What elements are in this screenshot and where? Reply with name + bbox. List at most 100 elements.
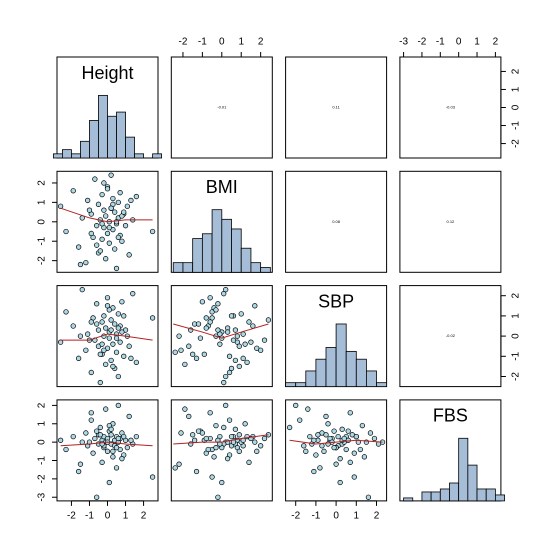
scatter-point [99,319,105,325]
variable-name: SBP [318,291,354,311]
scatter-point [119,299,125,305]
histogram-bar [439,488,450,502]
scatter-point [230,337,237,343]
scatter-point [110,341,116,347]
scatter-point [223,373,229,380]
scatter-point [95,201,102,207]
scatter-point [347,410,353,416]
scatter-point [307,433,313,440]
scatter-point [236,432,242,438]
scatter-point [133,193,140,200]
histogram-bar [201,233,213,273]
smooth-line [173,434,269,445]
scatter-point [90,450,96,456]
scatter-point [92,176,98,182]
x-tick-label: 1 [238,37,244,48]
scatter-point [219,479,225,486]
x-tick-label: 1 [354,511,360,522]
x-tick-label: -2 [67,511,76,522]
correlation-label: -0.03 [446,105,456,110]
scatter-point [94,428,100,434]
histogram-bar [152,153,163,159]
histogram-bar [494,494,505,502]
scatter-point [305,406,311,412]
scatter-point [70,188,76,194]
y-tick-label: 2 [511,68,522,74]
scatter-point [113,465,120,471]
scatter-point [103,325,109,331]
x-tick-label: -1 [85,511,94,522]
x-tick-label: -1 [436,37,445,48]
scatter-point [104,448,111,454]
scatter-point [201,351,207,357]
histogram-bar [476,488,487,502]
scatter-point [83,259,89,266]
y-tick-label: 0 [511,104,522,110]
histogram-bar [221,218,232,273]
scatter-point [113,349,120,355]
scatter-point [88,230,94,237]
scatter-point [315,432,321,438]
x-tick-label: 1 [123,511,129,522]
scatter-point [191,437,198,443]
scatter-point [115,402,121,409]
scatter-point [121,433,127,440]
smooth-line [60,207,153,223]
histogram-bar [172,262,184,273]
scatter-point [97,351,103,357]
scatter-point [236,448,242,454]
scatter-point [246,319,252,325]
histogram-bar [305,370,317,388]
histogram-bar [71,153,81,159]
scatter-point [94,242,100,248]
scatter-point [112,246,118,252]
scatter-point [119,238,125,244]
scatter-point [112,321,118,327]
scatter-point [207,319,213,325]
scatter-point [103,213,109,219]
scatter-point [77,461,84,467]
scatter-point [101,180,107,186]
x-tick-label: -2 [417,37,426,48]
scatter-point [339,426,345,432]
histogram-bar [285,382,297,387]
scatter-point [197,335,204,341]
scatter-point [223,402,229,409]
y-tick-label: 2 [511,292,522,298]
scatter-point [172,465,178,471]
scatter-point [228,313,235,319]
y-tick-label: 1 [511,313,522,319]
scatter-point [149,315,156,321]
y-tick-label: 0 [37,219,48,225]
y-tick-label: -2 [511,139,522,148]
scatter-point [124,203,130,209]
scatter-point [130,291,136,297]
scatter-point [232,426,239,432]
scatter-point [215,301,221,307]
scatter-point [85,331,91,337]
scatter-point [63,309,69,315]
scatter-point [207,295,213,301]
scatter-point [182,406,188,412]
scatter-point [103,406,109,412]
scatter-point [113,265,120,272]
x-tick-label: 0 [333,511,339,522]
scatter-point [83,347,89,353]
scatter-point [190,432,196,438]
scatter-point [333,461,339,467]
scatter-point [126,252,132,258]
scatter-point [63,446,69,453]
histogram-bar [458,437,469,502]
scatter-point [203,325,209,331]
scatter-point [213,444,219,451]
x-tick-label: 0 [105,511,111,522]
scatter-point [133,359,140,366]
y-tick-label: -2 [37,256,48,265]
histogram-bar [355,358,367,387]
scatter-point [108,426,114,432]
scatter-point [126,413,132,420]
correlation-label: 0.12 [447,219,456,224]
scatter-point [178,430,184,436]
y-tick-label: -2 [511,372,522,381]
scatter-point [103,256,109,262]
